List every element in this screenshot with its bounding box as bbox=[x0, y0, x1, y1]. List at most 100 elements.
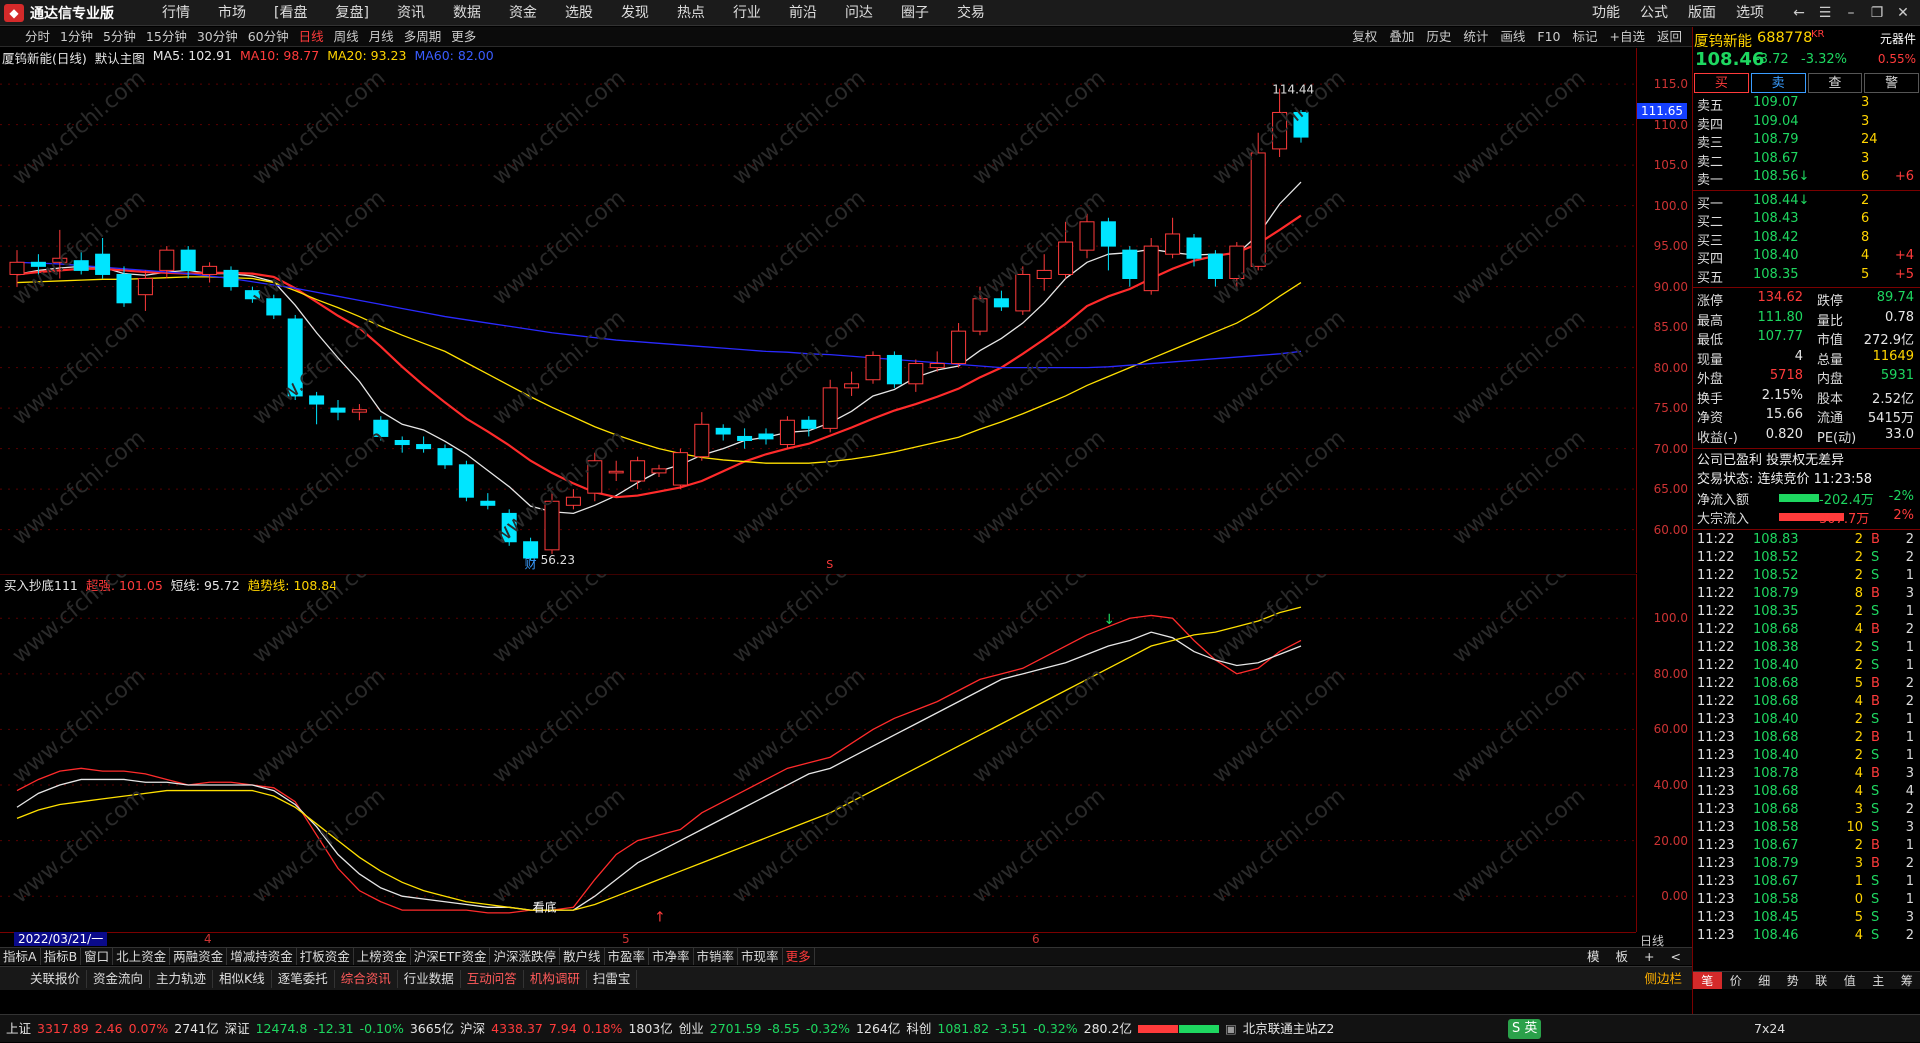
info-tab[interactable]: 相似K线 bbox=[213, 970, 272, 988]
period-tab[interactable]: 1分钟 bbox=[55, 27, 98, 47]
server-icon[interactable]: ▣ bbox=[1225, 1015, 1237, 1043]
tab-tool[interactable]: 板 bbox=[1613, 948, 1632, 966]
menu-item-right[interactable]: 选项 bbox=[1726, 0, 1774, 26]
index-sh-name[interactable]: 上证 bbox=[6, 1015, 31, 1043]
menu-item[interactable]: 数据 bbox=[439, 0, 495, 26]
sell-button[interactable]: 卖 bbox=[1751, 73, 1806, 93]
tab-tool[interactable]: < bbox=[1668, 948, 1684, 966]
period-tab[interactable]: 日线 bbox=[294, 27, 329, 47]
indicator-tab[interactable]: 北上资金 bbox=[113, 948, 170, 965]
query-button[interactable]: 查 bbox=[1808, 73, 1863, 93]
index-cy-name[interactable]: 创业 bbox=[679, 1015, 704, 1043]
info-tab[interactable]: 主力轨迹 bbox=[150, 970, 213, 988]
tab-tool[interactable]: 模 bbox=[1584, 948, 1603, 966]
indicator-tab[interactable]: 更多 bbox=[783, 948, 815, 965]
period-tab[interactable]: 15分钟 bbox=[141, 27, 192, 47]
chart-tool-button[interactable]: 标记 bbox=[1566, 27, 1603, 47]
indicator-tab[interactable]: 增减持资金 bbox=[227, 948, 297, 965]
menu-item[interactable]: 资金 bbox=[495, 0, 551, 26]
indicator-tab[interactable]: 窗口 bbox=[81, 948, 113, 965]
index-hs-name[interactable]: 沪深 bbox=[460, 1015, 485, 1043]
period-tab[interactable]: 月线 bbox=[364, 27, 399, 47]
chart-tool-button[interactable]: 画线 bbox=[1494, 27, 1531, 47]
info-tab[interactable]: 综合资讯 bbox=[335, 970, 398, 988]
chart-tool-button[interactable]: 复权 bbox=[1346, 27, 1383, 47]
indicator-tab[interactable]: 沪深ETF资金 bbox=[411, 948, 491, 965]
menu-item[interactable]: 复盘] bbox=[321, 0, 382, 26]
close-icon[interactable]: ✕ bbox=[1890, 0, 1916, 26]
period-tab[interactable]: 更多 bbox=[446, 27, 481, 47]
info-tab[interactable]: 关联报价 bbox=[24, 970, 87, 988]
indicator-tab[interactable]: 市净率 bbox=[649, 948, 694, 965]
info-tab[interactable]: 互动问答 bbox=[461, 970, 524, 988]
indicator-tab[interactable]: 上榜资金 bbox=[354, 948, 411, 965]
menu-item-right[interactable]: 功能 bbox=[1582, 0, 1630, 26]
period-tab[interactable]: 分时 bbox=[20, 27, 55, 47]
indicator-tab[interactable]: 指标A bbox=[0, 948, 41, 965]
indicator-tab[interactable]: 打板资金 bbox=[297, 948, 354, 965]
news-clock[interactable]: 7x24 bbox=[1754, 1015, 1785, 1043]
sidebar-toggle[interactable]: 侧边栏 bbox=[1644, 970, 1682, 988]
menu-item[interactable]: 行业 bbox=[719, 0, 775, 26]
period-tab[interactable]: 60分钟 bbox=[243, 27, 294, 47]
menu-item[interactable]: 选股 bbox=[551, 0, 607, 26]
menu-item[interactable]: 热点 bbox=[663, 0, 719, 26]
minimize-icon[interactable]: – bbox=[1838, 0, 1864, 26]
buy-button[interactable]: 买 bbox=[1694, 73, 1749, 93]
menu-item[interactable]: 交易 bbox=[943, 0, 999, 26]
indicator-tab[interactable]: 沪深涨跌停 bbox=[490, 948, 560, 965]
menu-item[interactable]: 发现 bbox=[607, 0, 663, 26]
period-tab[interactable]: 多周期 bbox=[399, 27, 447, 47]
indicator-tab[interactable]: 市盈率 bbox=[605, 948, 650, 965]
menu-item[interactable]: 资讯 bbox=[383, 0, 439, 26]
info-tab[interactable]: 逐笔委托 bbox=[272, 970, 335, 988]
period-tab[interactable]: 5分钟 bbox=[98, 27, 141, 47]
restore-icon[interactable]: ❐ bbox=[1864, 0, 1890, 26]
indicator-tab[interactable]: 指标B bbox=[41, 948, 82, 965]
period-tab[interactable]: 周线 bbox=[329, 27, 364, 47]
info-tab[interactable]: 扫雷宝 bbox=[587, 970, 638, 988]
index-sz-name[interactable]: 深证 bbox=[225, 1015, 250, 1043]
chart-tool-button[interactable]: 历史 bbox=[1420, 27, 1457, 47]
menu-item[interactable]: 圈子 bbox=[887, 0, 943, 26]
info-tab[interactable]: 行业数据 bbox=[398, 970, 461, 988]
main-figure-select[interactable]: 默认主图 bbox=[95, 48, 145, 66]
back-icon[interactable]: ← bbox=[1786, 0, 1812, 26]
chart-tool-button[interactable]: 统计 bbox=[1457, 27, 1494, 47]
app-logo[interactable]: ◆ 通达信专业版 bbox=[4, 2, 114, 24]
menu-item[interactable]: 前沿 bbox=[775, 0, 831, 26]
menu-item[interactable]: 问达 bbox=[831, 0, 887, 26]
indicator-tab[interactable]: 散户线 bbox=[560, 948, 605, 965]
chart-tool-button[interactable]: 返回 bbox=[1651, 27, 1688, 47]
chart-tool-button[interactable]: F10 bbox=[1531, 27, 1566, 47]
server-name[interactable]: 北京联通主站Z2 bbox=[1243, 1015, 1335, 1043]
indicator-tab[interactable]: 市现率 bbox=[738, 948, 783, 965]
skin-icon[interactable]: ☰ bbox=[1812, 0, 1838, 26]
period-tab[interactable]: 30分钟 bbox=[192, 27, 243, 47]
menu-item[interactable]: [看盘 bbox=[260, 0, 321, 26]
info-tab[interactable]: 资金流向 bbox=[87, 970, 150, 988]
indicator-tab[interactable]: 两融资金 bbox=[170, 948, 227, 965]
chart-tool-button[interactable]: 叠加 bbox=[1383, 27, 1420, 47]
index-kc-name[interactable]: 科创 bbox=[906, 1015, 931, 1043]
alert-button[interactable]: 警 bbox=[1864, 73, 1919, 93]
menu-item-right[interactable]: 公式 bbox=[1630, 0, 1678, 26]
chart-tool-button[interactable]: +自选 bbox=[1604, 27, 1651, 47]
menu-item-right[interactable]: 版面 bbox=[1678, 0, 1726, 26]
industry-link[interactable]: 元器件 bbox=[1880, 30, 1916, 47]
tab-tool[interactable]: + bbox=[1641, 948, 1657, 966]
menu-item[interactable]: 行情 bbox=[148, 0, 204, 26]
